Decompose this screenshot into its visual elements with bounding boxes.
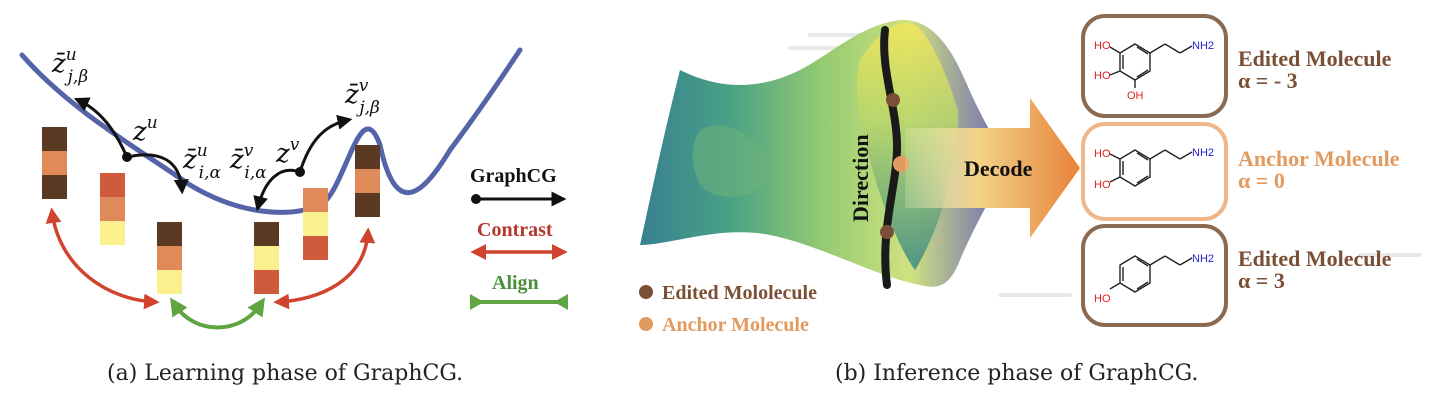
molecule-2-structure: [1109, 149, 1193, 187]
arrow-zu-to-j-beta: [73, 97, 129, 158]
legend-anchor-label: Anchor Molecule: [662, 314, 809, 336]
decode-arrow: [905, 98, 1080, 238]
molecule-3-nh2: NH2: [1192, 253, 1214, 265]
molecule-2-oh-b: HO: [1094, 179, 1111, 191]
label-z-u: zu: [132, 113, 158, 147]
molecule-1-alpha: α = - 3: [1238, 68, 1298, 93]
contrast-arrow-left: [45, 207, 160, 310]
legend-align-left-head: [470, 294, 484, 310]
molecule-2-oh-a: HO: [1094, 148, 1111, 160]
latent-block-6: [355, 145, 380, 217]
align-arrow: [169, 297, 266, 330]
left-legend: GraphCG Contrast Align: [470, 165, 568, 310]
molecule-2-nh2: NH2: [1192, 147, 1214, 159]
molecule-3-title: Edited Molecule: [1238, 246, 1392, 271]
molecule-3-oh: HO: [1094, 293, 1111, 305]
label-z-v: zv: [275, 135, 300, 169]
landscape-valley: [692, 125, 775, 197]
inference-phase-panel: Direction Decode Edited Mololecule Ancho…: [639, 14, 1422, 386]
legend-contrast-label: Contrast: [477, 219, 553, 241]
latent-block-2: [100, 173, 125, 245]
learning-phase-panel: z̄u j,β zu z̄u i,α z̄v i,α zv z̄v j,β GraphC…: [19, 45, 568, 386]
molecule-3-structure: [1109, 255, 1193, 293]
legend-edited-dot: [639, 285, 653, 299]
arrow-zu-to-i-alpha: [126, 153, 189, 195]
legend-graphcg-label: GraphCG: [470, 165, 557, 187]
latent-block-1: [42, 127, 67, 199]
latent-block-4: [254, 222, 279, 294]
molecule-card-3: HO NH2: [1081, 224, 1228, 327]
decode-label: Decode: [964, 156, 1033, 181]
molecule-3-alpha: α = 3: [1238, 268, 1285, 293]
legend-align-right-head: [554, 294, 568, 310]
label-zbar-v-i-alpha: z̄v i,α: [229, 141, 267, 183]
energy-curve: [19, 47, 523, 215]
right-legend: Edited Mololecule Anchor Molecule: [639, 282, 817, 336]
molecule-1-oh-b: HO: [1094, 70, 1111, 82]
legend-align-label: Align: [492, 272, 539, 294]
molecule-card-2: HO HO NH2: [1081, 122, 1228, 221]
label-zbar-u-j-beta: z̄u j,β: [51, 45, 88, 87]
contrast-arrow-right: [273, 227, 376, 310]
arrow-zv-to-j-beta: [298, 114, 353, 173]
caption-b: (b) Inference phase of GraphCG.: [835, 361, 1198, 386]
molecule-2-alpha: α = 0: [1238, 168, 1285, 193]
legend-edited-label: Edited Mololecule: [662, 282, 817, 304]
arrow-zv-to-i-alpha: [253, 168, 301, 212]
legend-anchor-dot: [639, 317, 653, 331]
edited-point-top: [886, 93, 900, 107]
molecule-1-structure: [1109, 43, 1193, 88]
edited-point-bottom: [880, 225, 894, 239]
latent-block-5: [303, 188, 328, 260]
molecule-2-title: Anchor Molecule: [1238, 146, 1400, 171]
caption-a: (a) Learning phase of GraphCG.: [107, 361, 463, 386]
molecule-1-nh2: NH2: [1192, 40, 1214, 52]
direction-label: Direction: [848, 134, 873, 222]
molecule-1-oh-a: HO: [1094, 40, 1111, 52]
label-zbar-v-j-beta: z̄v j,β: [344, 76, 380, 118]
molecule-card-1: HO HO OH NH2: [1081, 14, 1228, 118]
latent-block-3: [157, 222, 182, 294]
molecule-1-title: Edited Molecule: [1238, 46, 1392, 71]
label-zbar-u-i-alpha: z̄u i,α: [182, 141, 221, 183]
molecule-1-oh-c: OH: [1127, 90, 1144, 102]
